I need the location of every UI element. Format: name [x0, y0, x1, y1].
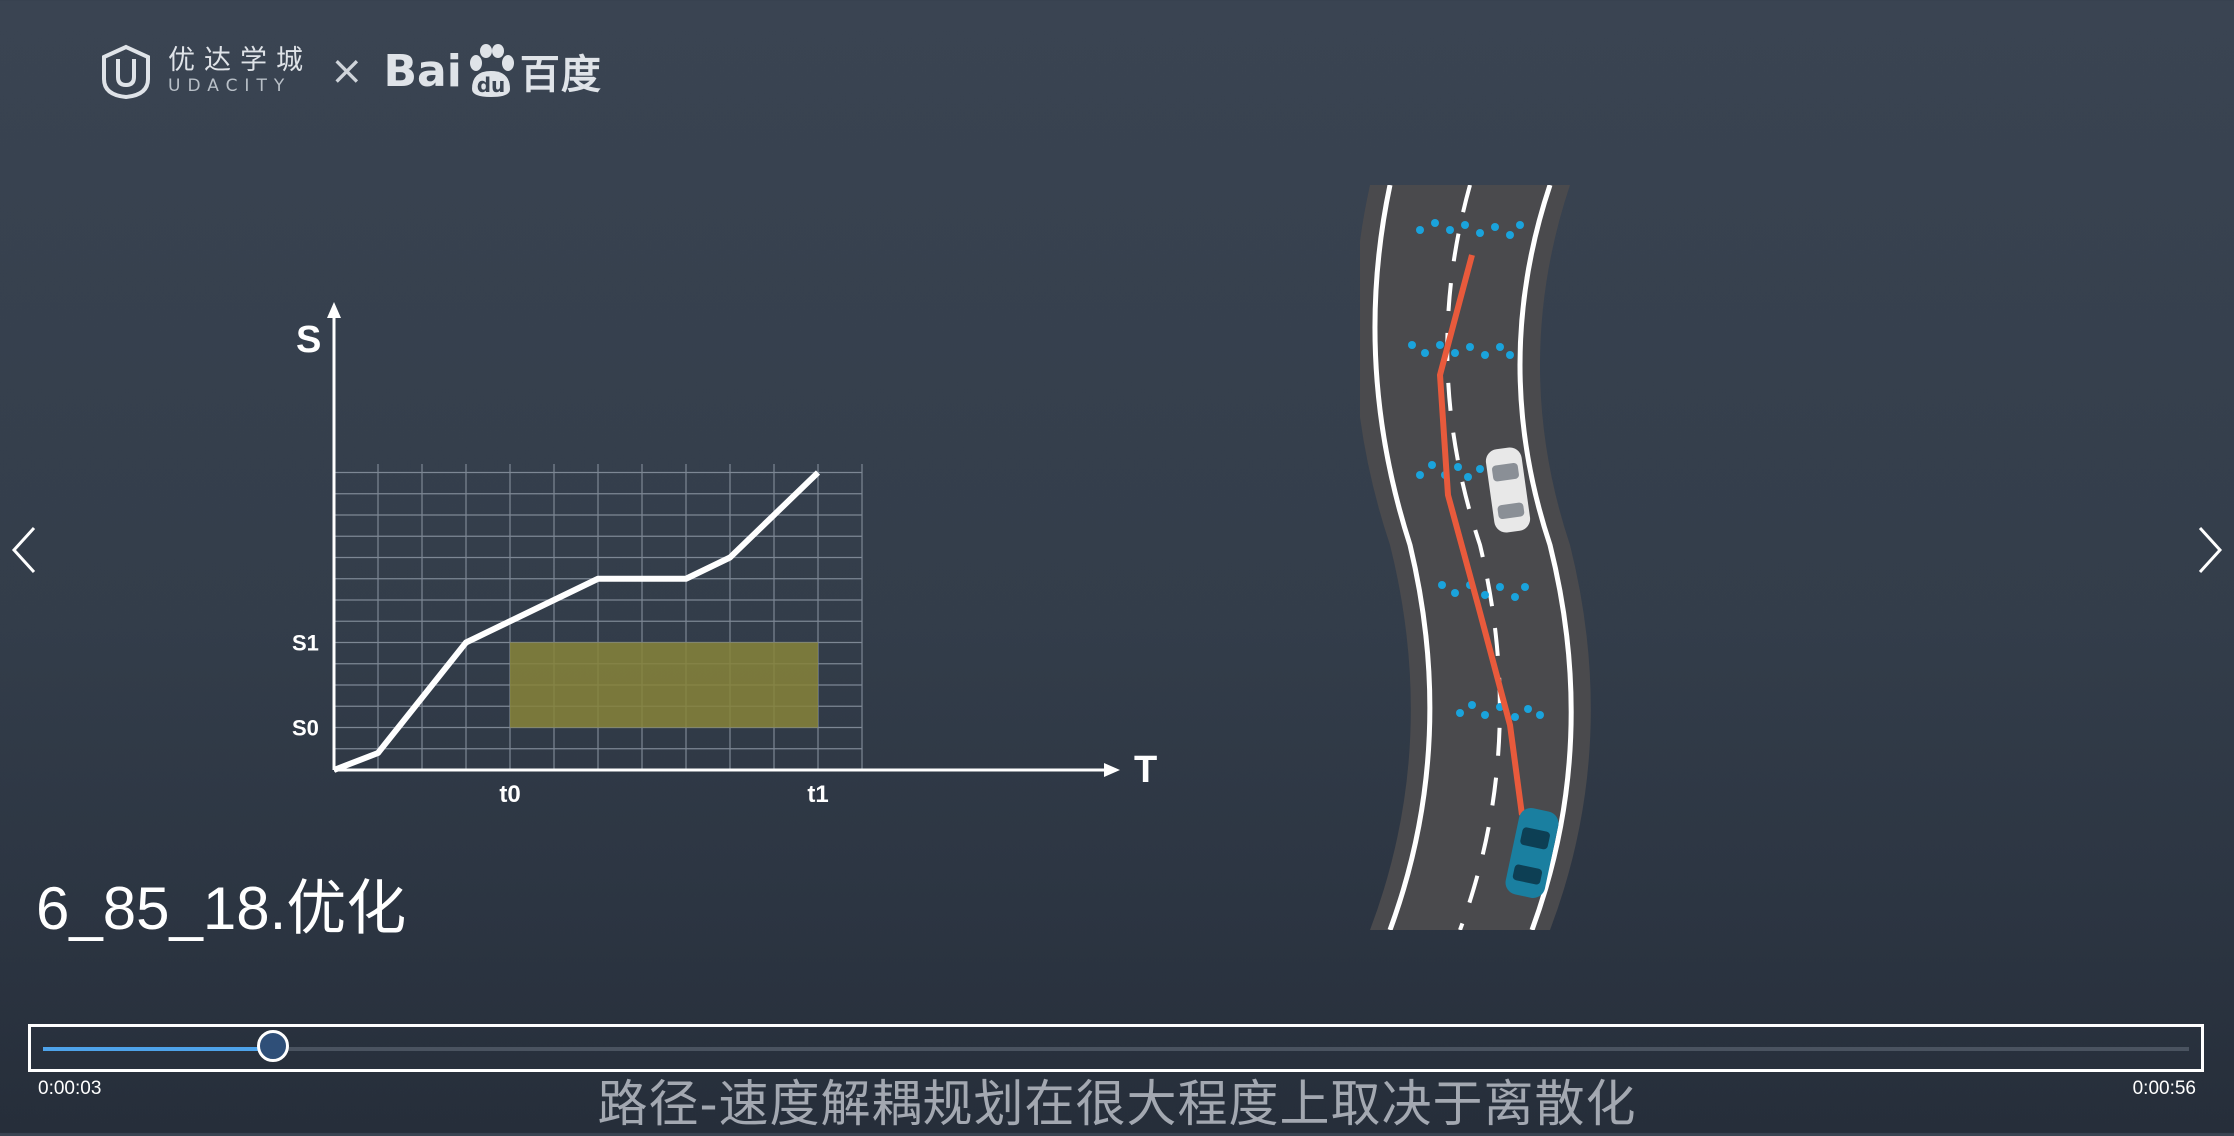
progress-track[interactable] — [43, 1030, 2189, 1062]
udacity-logo-icon — [102, 44, 150, 99]
x-tick-t1: t1 — [807, 781, 828, 808]
planned-path — [1437, 254, 1525, 816]
y-axis-label: S — [296, 319, 321, 361]
collab-separator: × — [330, 48, 364, 94]
y-tick-s1: S1 — [292, 631, 319, 656]
y-axis-arrow — [327, 302, 341, 318]
udacity-name-zh: 优达学城 — [168, 45, 312, 76]
baidu-name-du: du — [477, 73, 506, 97]
chevron-left-icon[interactable] — [4, 520, 44, 580]
baidu-paw-icon: du — [469, 44, 514, 97]
ego-car — [1505, 808, 1559, 898]
udacity-name-en: UDACITY — [168, 76, 292, 96]
road-surface — [1360, 185, 1591, 930]
baidu-name-zh: 百度 — [519, 52, 602, 98]
subtitle: 路径-速度解耦规划在很大程度上取决于离散化 — [597, 1075, 1637, 1133]
current-time: 0:00:03 — [38, 1078, 102, 1099]
blocked-region — [510, 642, 818, 728]
lane-divider — [1445, 185, 1502, 930]
baidu-logo: Bai du 百度 — [384, 42, 602, 100]
progress-bar[interactable] — [28, 1024, 2204, 1072]
x-axis-label: T — [1134, 749, 1157, 791]
road-edge-right — [1517, 185, 1574, 930]
y-tick-s0: S0 — [292, 716, 319, 741]
st-profile-line — [332, 470, 821, 773]
video-title: 6_85_18.优化 — [36, 875, 407, 942]
road-illustration — [1360, 185, 1591, 930]
udacity-baidu-logo: 优达学城 UDACITY × Bai du 百度 — [100, 26, 602, 116]
x-tick-t0: t0 — [499, 781, 520, 808]
obstacle-car — [1485, 447, 1531, 533]
chevron-right-icon[interactable] — [2190, 520, 2230, 580]
st-graph: S T S1 S0 t0 t1 — [292, 302, 1157, 808]
progress-fill — [43, 1047, 273, 1051]
x-axis-arrow — [1104, 763, 1120, 777]
road-edge-left — [1372, 185, 1433, 930]
progress-thumb[interactable] — [256, 1030, 289, 1062]
sample-points — [1408, 219, 1544, 721]
total-time: 0:00:56 — [2132, 1078, 2196, 1099]
baidu-name-a: Bai — [383, 45, 462, 97]
